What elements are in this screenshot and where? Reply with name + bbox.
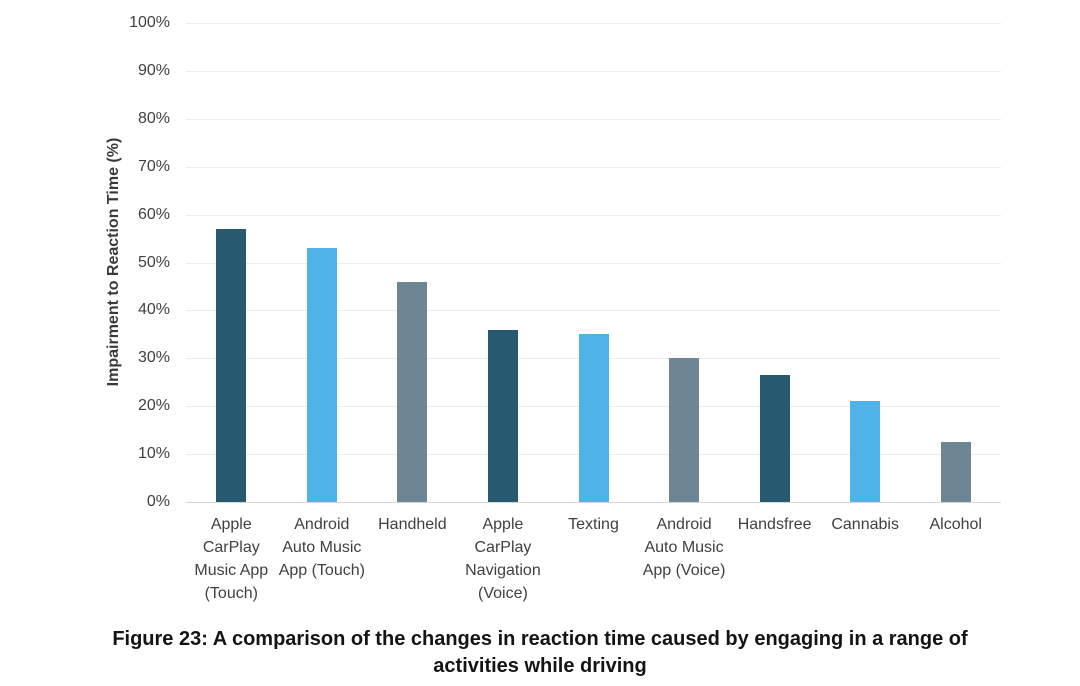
y-tick-label-30: 30% xyxy=(137,349,170,367)
x-tick-label-0: Apple CarPlay Music App (Touch) xyxy=(194,516,269,602)
bar-handheld xyxy=(397,281,428,502)
x-tick-label-8: Alcohol xyxy=(929,516,982,533)
x-axis-labels: Apple CarPlay Music App (Touch) Android A… xyxy=(186,513,1001,613)
x-tick-label-7: Cannabis xyxy=(831,516,899,533)
gridline-70 xyxy=(186,166,1001,168)
y-tick-label-0: 0% xyxy=(146,493,170,510)
gridline-80 xyxy=(186,118,1001,120)
x-tick-label-1: Android Auto Music App (Touch) xyxy=(278,516,365,579)
bar-handsfree xyxy=(759,375,790,502)
y-tick-label-90: 90% xyxy=(137,61,170,79)
bar-android-auto-music-app-touch xyxy=(306,248,337,502)
gridline-40 xyxy=(186,310,1001,312)
x-tick-label-4: Texting xyxy=(568,516,619,533)
x-tick-label-6: Handsfree xyxy=(737,516,812,533)
y-tick-label-60: 60% xyxy=(137,205,170,223)
bar-android-auto-music-app-voice xyxy=(669,358,700,502)
x-tick-label-5: Android Auto Music App (Voice) xyxy=(642,516,726,579)
y-tick-label-50: 50% xyxy=(137,253,170,271)
gridline-50 xyxy=(186,262,1001,264)
gridline-60 xyxy=(186,214,1001,216)
bar-apple-carplay-music-app-touch xyxy=(216,228,247,502)
bar-alcohol xyxy=(940,442,971,502)
figure-caption: Figure 23: A comparison of the changes i… xyxy=(112,628,968,677)
y-tick-label-20: 20% xyxy=(137,397,170,415)
x-tick-label-3: Apple CarPlay Navigation (Voice) xyxy=(465,516,541,602)
y-tick-label-10: 10% xyxy=(137,445,170,463)
bar-texting xyxy=(578,334,609,502)
y-tick-label-70: 70% xyxy=(137,157,170,175)
y-tick-label-40: 40% xyxy=(137,301,170,319)
gridline-90 xyxy=(186,70,1001,72)
bar-apple-carplay-navigation-voice xyxy=(487,329,518,502)
bar-cannabis xyxy=(850,401,881,502)
y-tick-label-100: 100% xyxy=(129,14,170,31)
gridline-100 xyxy=(186,23,1001,24)
y-axis-ticks: 0% 10% 20% 30% 40% 50% 60% 70% 80% 90% 100% xyxy=(0,14,170,510)
gridline-0 xyxy=(186,502,1001,503)
x-tick-label-2: Handheld xyxy=(378,516,447,533)
plot-area xyxy=(186,23,1001,503)
y-tick-label-80: 80% xyxy=(137,109,170,127)
